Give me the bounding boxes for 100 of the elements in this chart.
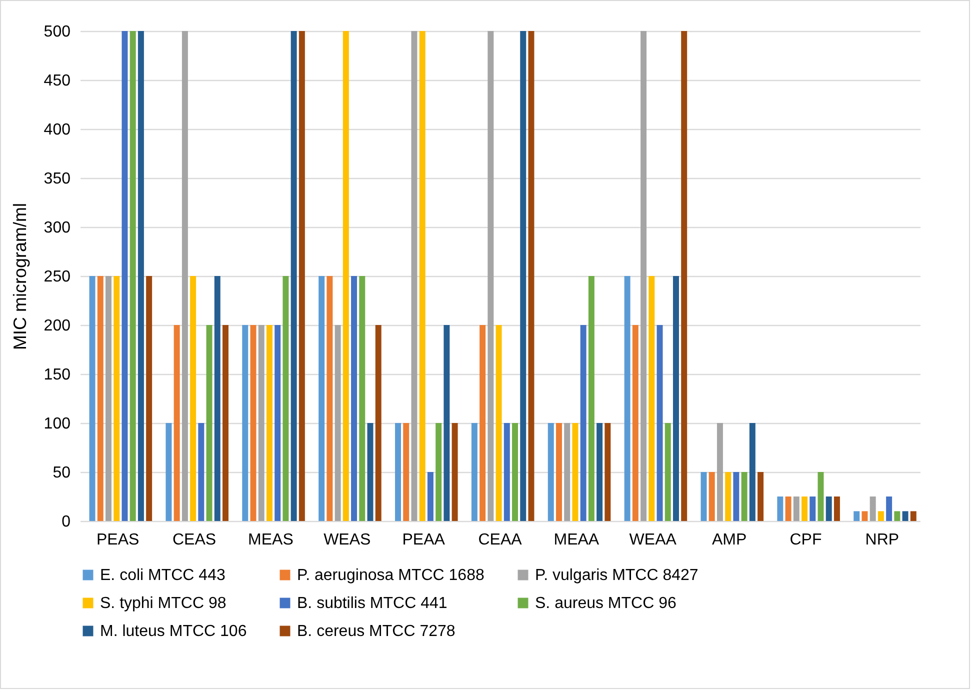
bar [89, 276, 96, 521]
bar [902, 511, 908, 521]
y-tick-label: 350 [44, 170, 71, 188]
bar [290, 31, 297, 521]
bar [648, 276, 655, 521]
y-tick-label: 0 [62, 514, 71, 530]
bar [427, 472, 434, 521]
bar [826, 496, 832, 521]
legend-label: E. coli MTCC 443 [100, 567, 226, 584]
y-tick-label: 300 [44, 220, 71, 236]
bar [174, 325, 180, 521]
bar [182, 31, 188, 521]
y-tick-label: 500 [44, 24, 71, 40]
bar [681, 31, 688, 521]
bar [758, 472, 764, 521]
bar [250, 325, 256, 521]
bar [106, 276, 112, 521]
legend-label: P. aeruginosa MTCC 1688 [297, 567, 484, 584]
bar [206, 325, 212, 521]
bar [496, 325, 502, 521]
bar [403, 423, 410, 521]
x-tick-label: PEAA [402, 532, 446, 548]
y-tick-label: 50 [52, 464, 71, 482]
bar [708, 472, 715, 521]
bar [741, 472, 748, 521]
bar [266, 325, 272, 521]
bar [419, 31, 426, 521]
bar [452, 423, 458, 521]
bar [166, 423, 172, 521]
bar [130, 31, 136, 521]
bar [716, 423, 723, 521]
bar [242, 325, 248, 521]
y-tick-label: 250 [44, 268, 71, 286]
bar [274, 325, 281, 521]
bar [640, 31, 647, 521]
y-tick-label: 400 [44, 122, 71, 138]
bar [556, 423, 562, 521]
bar [632, 325, 638, 521]
bar [834, 496, 840, 521]
bar [664, 423, 671, 521]
bar [282, 276, 289, 521]
bar [572, 423, 578, 521]
x-tick-label: WEAA [629, 532, 677, 548]
y-tick-label: 450 [44, 72, 71, 90]
bar [894, 511, 900, 521]
bar [411, 31, 418, 521]
bar [700, 472, 707, 521]
legend-label: S. typhi MTCC 98 [100, 595, 226, 612]
bar [854, 511, 860, 521]
x-tick-label: WEAS [324, 532, 371, 548]
y-axis-title: MIC microgram/ml [10, 203, 30, 350]
legend-label: B. subtilis MTCC 441 [297, 595, 448, 612]
bar [480, 325, 486, 521]
bar [862, 511, 868, 521]
bar [198, 423, 204, 521]
bar [886, 496, 892, 521]
bar [512, 423, 518, 521]
x-tick-label: AMP [712, 532, 747, 548]
bar [190, 276, 196, 521]
y-tick-label: 150 [44, 366, 71, 384]
bar [656, 325, 663, 521]
bar [580, 325, 586, 521]
bar [395, 423, 402, 521]
bar [318, 276, 325, 521]
x-tick-label: MEAS [248, 532, 294, 548]
x-tick-label: CPF [790, 532, 822, 548]
legend-label: B. cereus MTCC 7278 [297, 623, 456, 640]
bar [818, 472, 824, 521]
bar [785, 496, 792, 521]
bar [725, 472, 732, 521]
bar [504, 423, 510, 521]
bar [793, 496, 800, 521]
bar [564, 423, 570, 521]
x-tick-label: NRP [865, 532, 900, 548]
bar [802, 496, 808, 521]
bar [375, 325, 382, 521]
bar [298, 31, 305, 521]
legend-label: S. aureus MTCC 96 [535, 595, 676, 612]
bar [596, 423, 603, 521]
bar [214, 276, 220, 521]
bar [258, 325, 264, 521]
bar [138, 31, 144, 521]
bar [878, 511, 884, 521]
bar [520, 31, 526, 521]
x-tick-label: CEAS [172, 532, 216, 548]
bar [810, 496, 816, 521]
bar [588, 276, 594, 521]
y-tick-label: 100 [44, 416, 71, 432]
bar [749, 423, 756, 521]
x-tick-label: PEAS [96, 532, 140, 548]
bar [624, 276, 630, 521]
legend-label: P. vulgaris MTCC 8427 [535, 567, 698, 584]
x-tick-label: CEAA [478, 532, 522, 548]
bar [97, 276, 104, 521]
bar [351, 276, 358, 521]
bar [777, 496, 784, 521]
bar [910, 511, 916, 521]
bar [342, 31, 349, 521]
bar [488, 31, 494, 521]
bar [146, 276, 152, 521]
